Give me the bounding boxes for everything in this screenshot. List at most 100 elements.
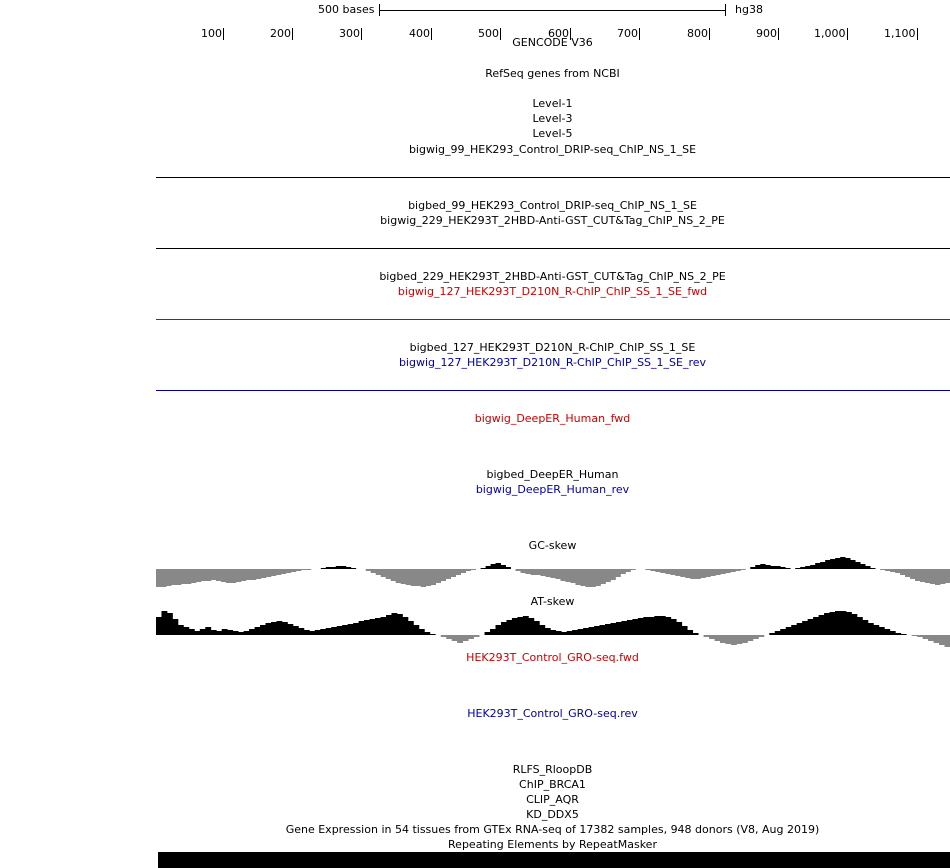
at-skew-bar (769, 633, 776, 635)
at-skew-bar (791, 625, 798, 635)
at-skew-bar (216, 631, 223, 635)
gc-skew-bar (800, 567, 806, 569)
track-label-clip-aqr[interactable]: CLIP_AQR (526, 793, 579, 806)
track-label-level3[interactable]: Level-3 (532, 112, 573, 125)
gc-skew-bar (625, 569, 631, 572)
at-skew-bar (375, 618, 381, 635)
at-skew-bar (583, 628, 589, 635)
at-skew-bar (221, 629, 228, 635)
gc-skew-bar (325, 567, 332, 569)
at-skew-bar (407, 621, 414, 635)
at-skew-bar (917, 635, 924, 637)
gc-skew-bar (430, 569, 437, 585)
track-label-level5[interactable]: Level-5 (532, 127, 573, 140)
at-skew-bar (238, 632, 245, 635)
track-label-deeper-bigbed[interactable]: bigbed_DeepER_Human (486, 468, 619, 481)
gc-skew-bar (240, 569, 247, 581)
gc-skew-bar (335, 566, 342, 569)
at-skew-bar (369, 619, 376, 635)
track-label-rchip-rev[interactable]: bigwig_127_HEK293T_D210N_R-ChIP_ChIP_SS_… (398, 356, 707, 369)
at-skew-bar (424, 632, 431, 635)
track-label-gencode[interactable]: GENCODE V36 (512, 36, 593, 49)
gc-skew-bar (495, 563, 501, 569)
track-label-level1[interactable]: Level-1 (532, 97, 573, 110)
assembly-label: hg38 (735, 3, 763, 16)
at-skew-bar (681, 626, 688, 635)
scale-bar-line (379, 10, 725, 11)
track-label-gtex[interactable]: Gene Expression in 54 tissues from GTEx … (285, 823, 820, 836)
gc-skew-bar (570, 569, 576, 583)
at-skew-bar (533, 621, 540, 635)
gc-skew-bar (435, 569, 442, 583)
at-skew-bar (862, 620, 869, 635)
gc-skew-bar (860, 564, 866, 569)
track-label-refseq[interactable]: RefSeq genes from NCBI (485, 67, 620, 80)
track-label-rlfs[interactable]: RLFS_RloopDB (512, 763, 593, 776)
gc-skew-bar (550, 569, 556, 578)
gc-skew-bar (655, 569, 661, 572)
gc-skew-bar (685, 569, 691, 578)
track-label-cut-bigwig[interactable]: bigwig_229_HEK293T_2HBD-Anti-GST_CUT&Tag… (380, 214, 725, 227)
track-label-gc-skew[interactable]: GC-skew (528, 539, 577, 552)
at-skew-bar (785, 627, 792, 635)
at-skew-bar (205, 627, 212, 635)
track-label-rchip-bigbed[interactable]: bigbed_127_HEK293T_D210N_R-ChIP_ChIP_SS_… (409, 341, 696, 354)
at-skew-bar (873, 625, 880, 635)
at-skew-bar (752, 635, 759, 639)
gc-skew-bar (715, 569, 721, 575)
gc-skew-bar (930, 569, 936, 584)
track-label-rchip-fwd[interactable]: bigwig_127_HEK293T_D210N_R-ChIP_ChIP_SS_… (397, 285, 708, 298)
track-label-repeatmasker[interactable]: Repeating Elements by RepeatMasker (448, 838, 657, 851)
ruler-tick: 1,000 (814, 27, 848, 40)
gc-skew-bar (385, 569, 392, 579)
gc-skew-bar (725, 569, 731, 573)
gc-skew-bar (555, 569, 561, 579)
at-skew-bar (572, 630, 579, 635)
gc-skew-bar (840, 557, 846, 569)
track-label-gro-fwd[interactable]: HEK293T_Control_GRO-seq.fwd (466, 651, 639, 664)
track-label-drip-bigwig[interactable]: bigwig_99_HEK293_Control_DRIP-seq_ChIP_N… (408, 143, 697, 156)
gc-skew-bar (835, 558, 841, 569)
at-skew-bar (210, 630, 217, 635)
gc-skew-bar (805, 566, 811, 569)
track-label-drip-bigbed[interactable]: bigbed_99_HEK293_Control_DRIP-seq_ChIP_N… (408, 199, 697, 212)
at-skew-bar (396, 614, 403, 635)
at-skew-bar (730, 635, 737, 645)
track-label-brca1[interactable]: ChIP_BRCA1 (519, 778, 586, 791)
at-skew-bar (928, 635, 934, 641)
at-skew-bar (484, 632, 491, 635)
gc-skew-bar (830, 559, 836, 569)
at-skew-bar (851, 614, 858, 635)
gc-skew-bar (825, 560, 831, 569)
gc-skew-bar (525, 569, 531, 574)
gc-skew-bar (720, 569, 726, 574)
at-skew-bar (703, 635, 710, 637)
at-skew-bar (336, 626, 343, 635)
track-label-deeper-rev[interactable]: bigwig_DeepER_Human_rev (475, 483, 630, 496)
track-label-deeper-fwd[interactable]: bigwig_DeepER_Human_fwd (474, 412, 631, 425)
at-skew-bar (429, 634, 436, 635)
gc-skew-bar (600, 569, 606, 584)
repeatmasker-element-bar[interactable] (158, 852, 950, 868)
at-skew-bar (643, 617, 650, 635)
gc-skew-bar (210, 569, 217, 580)
at-skew-bar (314, 630, 321, 635)
gc-skew-bar (480, 568, 486, 569)
at-skew-bar (725, 635, 732, 644)
gc-skew-bar (910, 569, 916, 579)
track-label-cut-bigbed[interactable]: bigbed_229_HEK293T_2HBD-Anti-GST_CUT&Tag… (379, 270, 726, 283)
gc-skew-bar (580, 569, 586, 586)
at-skew-bar (188, 629, 195, 635)
gc-skew-bar (410, 569, 417, 586)
track-label-kd-ddx5[interactable]: KD_DDX5 (526, 808, 579, 821)
track-label-at-skew[interactable]: AT-skew (530, 595, 575, 608)
rchip-fwd-baseline (156, 319, 950, 320)
at-skew-bar (829, 612, 836, 635)
at-skew-bar (687, 630, 694, 635)
gc-skew-bar (180, 569, 187, 584)
gc-skew-bar (620, 569, 626, 574)
at-skew-bar (457, 635, 464, 643)
at-skew-bar (807, 619, 814, 635)
track-label-gro-rev[interactable]: HEK293T_Control_GRO-seq.rev (467, 707, 638, 720)
at-skew-bar (522, 616, 529, 635)
